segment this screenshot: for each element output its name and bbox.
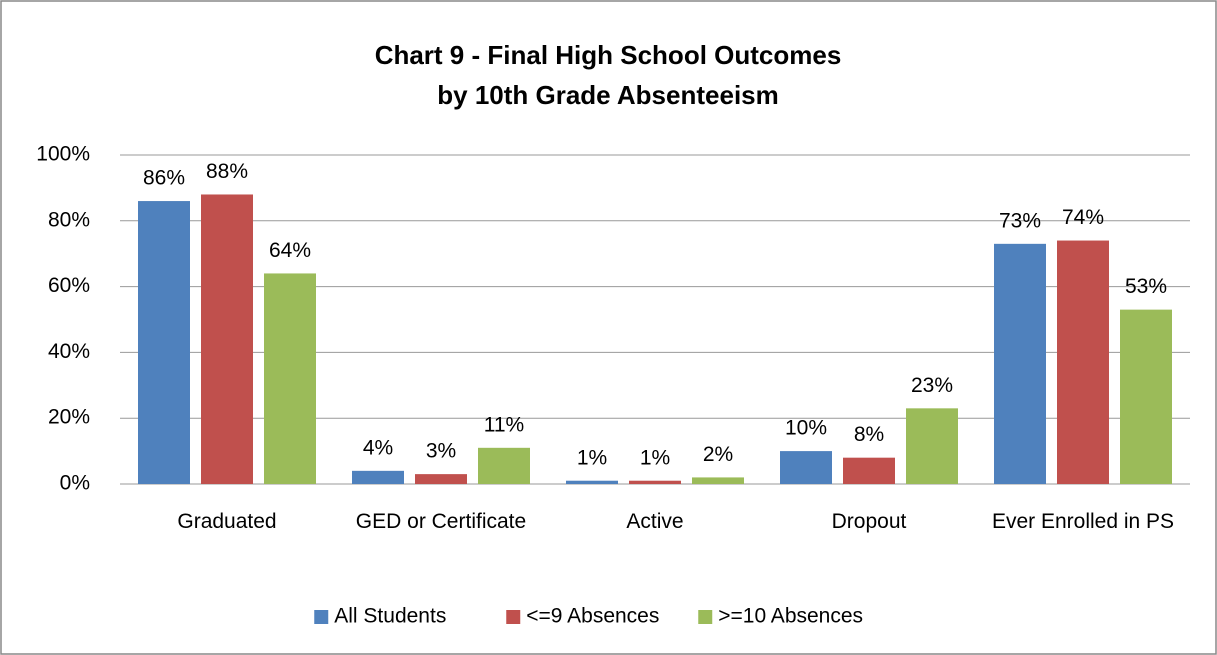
data-label: 88%: [206, 160, 248, 183]
bar: [629, 480, 681, 484]
data-label: 2%: [703, 443, 733, 466]
bar: [478, 447, 530, 484]
data-label: 10%: [785, 417, 827, 440]
data-label: 8%: [854, 423, 884, 446]
chart-title: Chart 9 - Final High School Outcomes: [375, 40, 842, 70]
bar: [843, 457, 895, 484]
y-tick-label: 40%: [48, 340, 90, 363]
data-label: 1%: [577, 446, 607, 469]
bar: [1120, 309, 1172, 484]
bar: [415, 474, 467, 484]
legend-swatch: [698, 610, 713, 624]
legend-label: >=10 Absences: [718, 605, 863, 628]
legend-label: All Students: [334, 605, 446, 628]
bar: [906, 408, 958, 484]
data-label: 11%: [484, 413, 524, 436]
y-tick-label: 20%: [48, 406, 90, 429]
bar: [201, 194, 253, 485]
chart-title: by 10th Grade Absenteeism: [437, 80, 779, 110]
legend-swatch: [314, 610, 329, 624]
x-tick-label: Active: [626, 510, 684, 533]
bar: [994, 243, 1046, 484]
legend-swatch: [506, 610, 521, 624]
bar: [692, 477, 744, 484]
y-tick-label: 80%: [48, 208, 90, 231]
bar: [352, 470, 404, 484]
data-label: 86%: [143, 167, 185, 190]
x-tick-label: Graduated: [177, 510, 277, 533]
data-label: 23%: [911, 374, 953, 397]
bar: [566, 480, 618, 484]
bar: [138, 201, 190, 484]
x-tick-label: Ever Enrolled in PS: [991, 510, 1175, 533]
data-label: 64%: [269, 239, 311, 262]
legend-label: <=9 Absences: [526, 605, 659, 628]
data-label: 4%: [363, 436, 393, 459]
y-tick-label: 0%: [60, 472, 90, 495]
bar: [264, 273, 316, 484]
x-tick-label: GED or Certificate: [355, 510, 527, 533]
x-tick-label: Dropout: [831, 510, 907, 533]
data-label: 3%: [426, 440, 456, 463]
data-label: 73%: [999, 209, 1041, 232]
y-tick-label: 60%: [48, 274, 90, 297]
y-tick-label: 100%: [36, 143, 90, 166]
bar: [1057, 240, 1109, 484]
bar: [780, 451, 832, 484]
data-label: 53%: [1125, 275, 1167, 298]
data-label: 74%: [1062, 206, 1104, 229]
data-label: 1%: [640, 446, 670, 469]
